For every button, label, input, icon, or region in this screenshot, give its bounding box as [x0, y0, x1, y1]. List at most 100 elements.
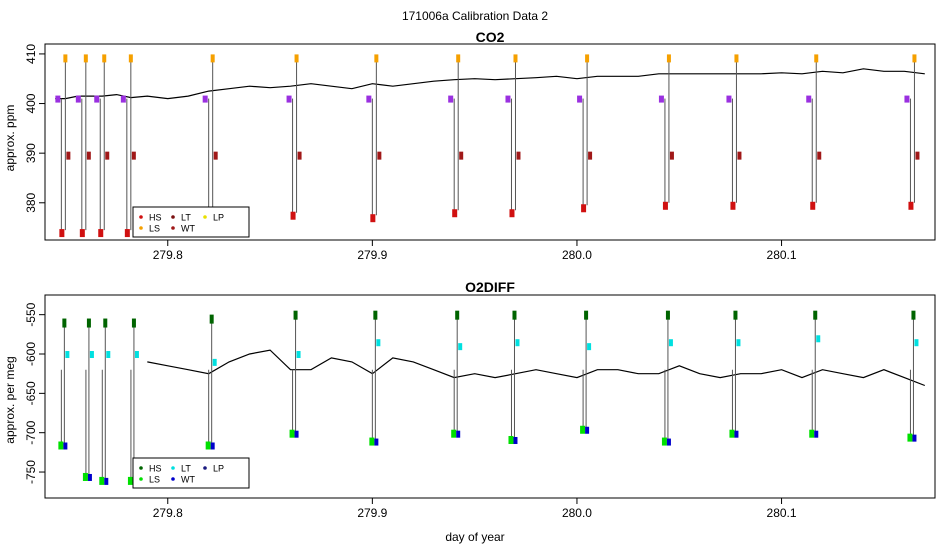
ls-marker	[809, 429, 815, 438]
co2-ylabel: approx. ppm	[3, 105, 17, 172]
hs-marker	[452, 209, 458, 218]
ls-marker	[666, 54, 671, 63]
co2-title: CO2	[476, 29, 505, 45]
hs-marker	[373, 310, 378, 320]
o2diff-axes: 279.8 279.9 280.0 280.1 -550 -600 -650 -700 -750	[24, 302, 797, 520]
hs-marker	[455, 310, 460, 320]
wt-marker	[817, 151, 822, 160]
hs-marker	[810, 201, 816, 210]
wt-marker	[459, 151, 464, 160]
wt-marker	[213, 151, 218, 160]
lt-marker	[94, 95, 100, 103]
co2-axes: 279.8 279.9 280.0 280.1 380 390 400 410	[24, 44, 797, 262]
legend-label-ls: LS	[149, 475, 160, 485]
lt-marker	[89, 351, 94, 359]
hs-marker	[370, 214, 376, 223]
o2diff-panel: O2DIFF approx. per meg 279.8 279.9 280.0 28…	[3, 279, 936, 520]
lt-marker	[668, 339, 673, 347]
wt-marker	[210, 442, 215, 450]
o2diff-ylabel: approx. per meg	[3, 356, 17, 443]
ls-marker	[729, 429, 735, 438]
legend-label-wt: WT	[181, 475, 195, 485]
hs-marker	[665, 310, 670, 320]
legend-swatch-hs	[139, 215, 143, 219]
lt-marker	[806, 95, 812, 103]
lt-marker	[726, 95, 732, 103]
x-axis-label: day of year	[445, 530, 504, 544]
lt-marker	[458, 343, 463, 351]
hs-marker	[730, 201, 736, 210]
hs-marker	[911, 310, 916, 320]
wt-marker	[104, 477, 109, 485]
wt-marker	[585, 426, 590, 434]
x-tick-label: 280.0	[562, 506, 592, 520]
wt-marker	[915, 151, 920, 160]
legend-swatch-wt	[171, 226, 175, 230]
hs-marker	[908, 201, 914, 210]
hs-marker	[584, 310, 589, 320]
y-tick-label: -550	[24, 302, 38, 326]
y-tick-label: -600	[24, 342, 38, 366]
ls-marker	[734, 54, 739, 63]
ls-marker	[83, 54, 88, 63]
lt-marker	[515, 339, 520, 347]
wt-marker	[912, 434, 917, 442]
legend-swatch-hs	[139, 466, 143, 470]
hs-marker	[733, 310, 738, 320]
ls-marker	[661, 437, 667, 446]
o2diff-title: O2DIFF	[465, 279, 515, 295]
lt-marker	[296, 351, 301, 359]
wt-marker	[63, 442, 68, 450]
lt-marker	[106, 351, 111, 359]
x-tick-label: 279.8	[153, 506, 183, 520]
wt-marker	[294, 430, 299, 438]
lt-marker	[448, 95, 454, 103]
y-tick-label: 390	[24, 143, 38, 163]
hs-marker	[509, 209, 515, 218]
ls-marker	[585, 54, 590, 63]
x-tick-label: 279.9	[357, 248, 387, 262]
legend-label-lt: LT	[181, 464, 191, 474]
lt-marker	[212, 358, 217, 366]
legend-swatch-ls	[139, 226, 143, 230]
legend-label-lt: LT	[181, 213, 191, 223]
wt-marker	[513, 436, 518, 444]
x-tick-label: 280.1	[767, 506, 797, 520]
wt-marker	[131, 151, 136, 160]
lt-marker	[816, 335, 821, 343]
hs-marker	[86, 318, 91, 328]
ls-marker	[912, 54, 917, 63]
legend-swatch-lp	[203, 466, 207, 470]
hs-marker	[662, 201, 668, 210]
wt-marker	[105, 151, 110, 160]
wt-marker	[814, 430, 819, 438]
wt-marker	[297, 151, 302, 160]
ls-marker	[99, 476, 105, 485]
wt-marker	[588, 151, 593, 160]
wt-marker	[374, 438, 379, 446]
hs-marker	[512, 310, 517, 320]
ls-marker	[58, 441, 64, 450]
ls-marker	[456, 54, 461, 63]
ls-marker	[82, 472, 88, 481]
ls-marker	[210, 54, 215, 63]
y-tick-label: -700	[24, 420, 38, 444]
legend-box	[132, 457, 250, 489]
hs-marker	[124, 229, 130, 238]
lt-marker	[366, 95, 372, 103]
o2diff-marks	[58, 310, 926, 485]
y-tick-label: -650	[24, 381, 38, 405]
lt-marker	[55, 95, 61, 103]
co2-marks	[55, 54, 925, 238]
ls-marker	[814, 54, 819, 63]
x-tick-label: 279.9	[357, 506, 387, 520]
lt-marker	[286, 95, 292, 103]
wt-marker	[456, 430, 461, 438]
ls-marker	[294, 54, 299, 63]
lt-marker	[75, 95, 81, 103]
hs-marker	[79, 229, 85, 238]
lt-marker	[120, 95, 126, 103]
hs-marker	[103, 318, 108, 328]
figure-suptitle: 171006a Calibration Data 2	[402, 9, 548, 23]
